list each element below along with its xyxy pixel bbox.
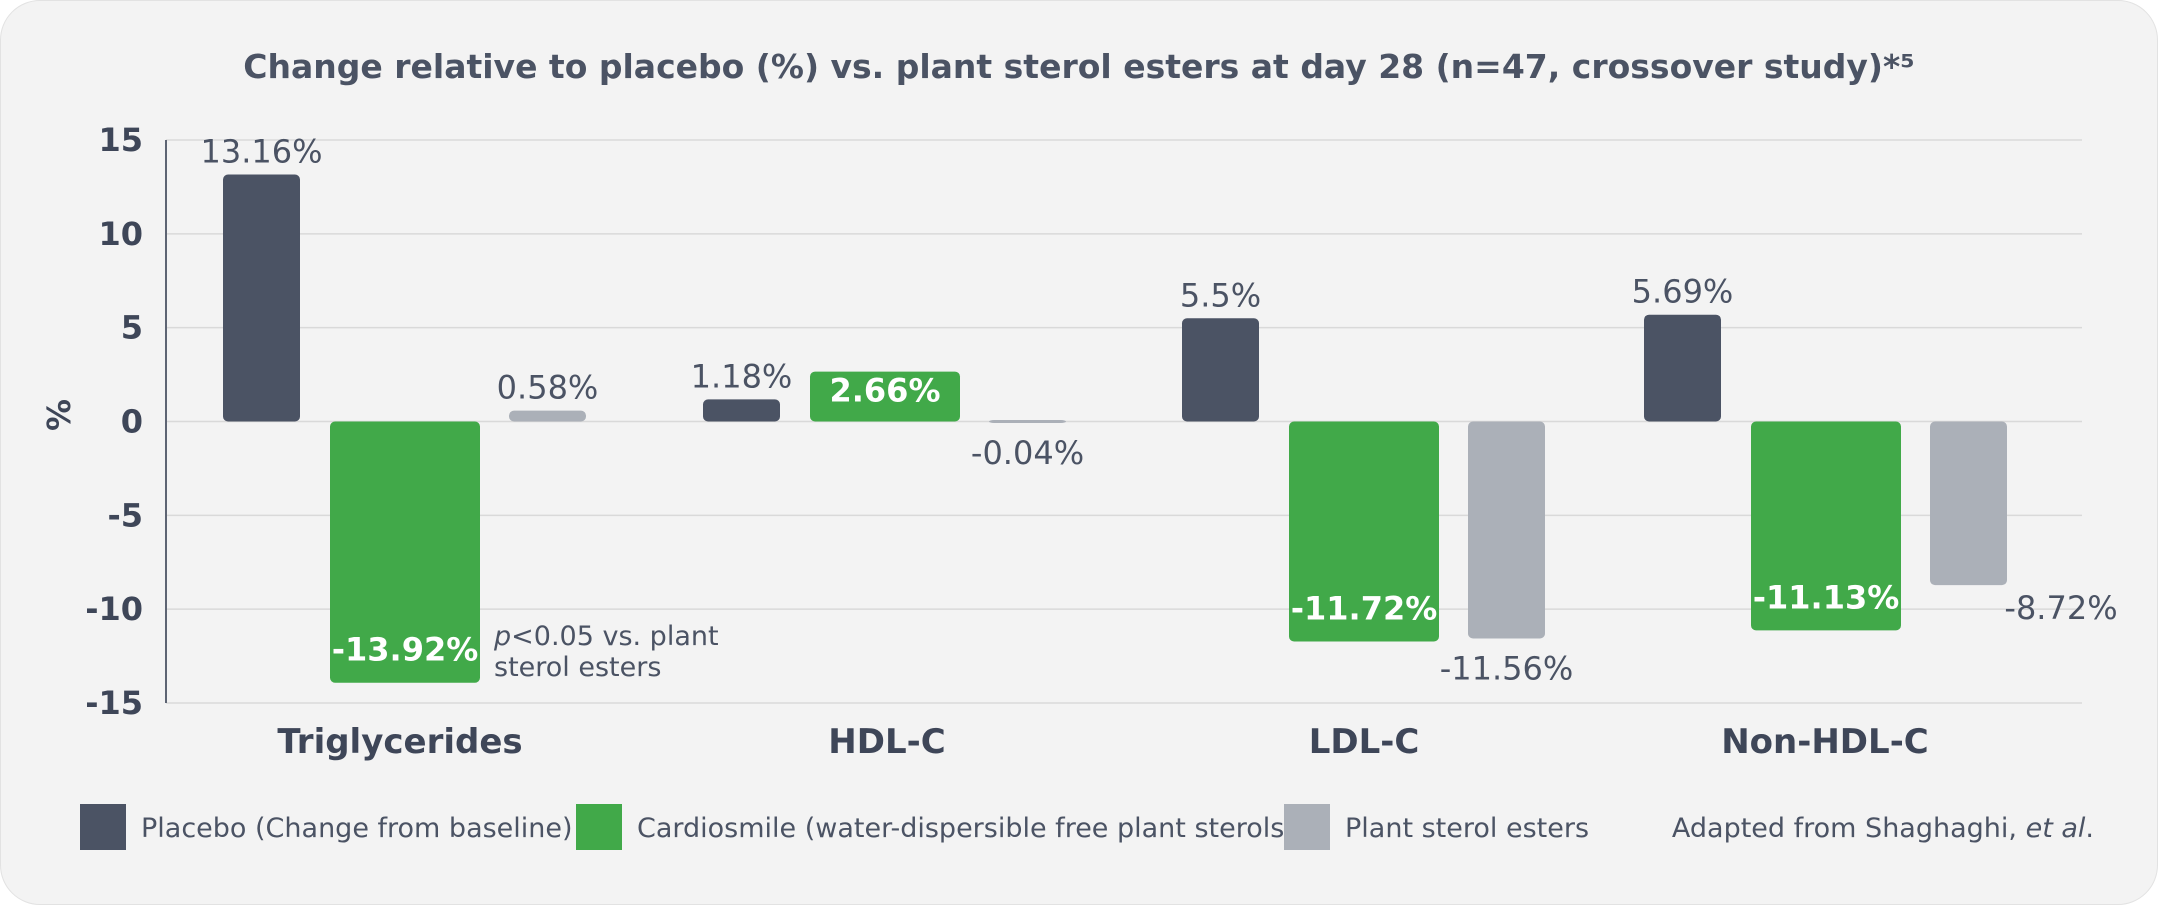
category-label-ldl-c: LDL-C xyxy=(1309,722,1420,762)
y-axis-label: % xyxy=(40,399,78,431)
data-label-hdl-c-1: 1.18% xyxy=(691,357,793,395)
data-label-non-hdl-c-2: -11.13% xyxy=(1753,578,1900,616)
data-label-non-hdl-c-1: 5.69% xyxy=(1632,273,1734,311)
legend-swatch-2 xyxy=(576,804,622,850)
data-label-triglycerides-2: -13.92% xyxy=(332,631,479,669)
legend-label-3: Plant sterol esters xyxy=(1345,813,1589,844)
legend-label-2: Cardiosmile (water-dispersible free plan… xyxy=(637,813,1295,844)
data-label-hdl-c-3: -0.04% xyxy=(971,434,1084,472)
value-labels: 13.16% -13.92% 0.58% 1.18% 2.66% -0.04% 5.5% -1… xyxy=(200,133,2117,688)
bars xyxy=(223,174,2007,683)
y-tick-label: 10 xyxy=(98,215,143,253)
legend-label-1: Placebo (Change from baseline) xyxy=(141,813,573,844)
data-label-hdl-c-2: 2.66% xyxy=(829,372,940,410)
bar-triglycerides-placebo-change-from- xyxy=(223,174,300,422)
bar-hdl-c-plant-sterol-esters xyxy=(989,420,1066,423)
data-label-ldl-c-1: 5.5% xyxy=(1180,276,1261,314)
chart-title: Change relative to placebo (%) vs. plant… xyxy=(243,47,1914,86)
source-citation: Adapted from Shaghaghi, et al. xyxy=(1672,813,2094,844)
y-tick-label: -10 xyxy=(85,590,143,628)
category-label-non-hdl-c: Non-HDL-C xyxy=(1721,722,1929,762)
legend-swatch-3 xyxy=(1284,804,1330,850)
data-label-ldl-c-3: -11.56% xyxy=(1440,649,1574,687)
data-label-triglycerides-3: 0.58% xyxy=(497,369,599,407)
legend: Placebo (Change from baseline) Cardiosmil… xyxy=(80,804,1589,850)
bar-triglycerides-cardiosmile-water-di xyxy=(330,421,480,683)
bar-hdl-c-placebo-change-from- xyxy=(703,399,780,422)
bar-ldl-c-placebo-change-from- xyxy=(1182,318,1259,422)
bar-non-hdl-c-placebo-change-from- xyxy=(1644,314,1721,422)
y-tick-label: -5 xyxy=(107,496,143,534)
y-tick-label: 0 xyxy=(121,403,143,441)
bar-ldl-c-plant-sterol-esters xyxy=(1468,421,1545,639)
category-label-hdl-c: HDL-C xyxy=(828,722,945,762)
y-axis-ticks: 15 10 5 0 -5 -10 -15 xyxy=(85,121,143,722)
y-tick-label: 15 xyxy=(98,121,143,159)
x-axis-categories: Triglycerides HDL-C LDL-C Non-HDL-C xyxy=(277,722,1928,762)
y-tick-label: 5 xyxy=(121,309,143,347)
data-label-ldl-c-2: -11.72% xyxy=(1291,589,1438,627)
y-tick-label: -15 xyxy=(85,684,143,722)
bar-non-hdl-c-cardiosmile-water-di xyxy=(1751,421,1901,631)
significance-note-line1: p<0.05 vs. plant xyxy=(493,621,719,652)
significance-note-line2: sterol esters xyxy=(494,652,661,683)
data-label-non-hdl-c-3: -8.72% xyxy=(2004,589,2117,627)
category-label-triglycerides: Triglycerides xyxy=(277,722,522,762)
legend-swatch-1 xyxy=(80,804,126,850)
bar-non-hdl-c-plant-sterol-esters xyxy=(1930,421,2007,586)
bar-ldl-c-cardiosmile-water-di xyxy=(1289,421,1439,642)
data-label-triglycerides-1: 13.16% xyxy=(200,133,322,171)
bar-triglycerides-plant-sterol-esters xyxy=(509,410,586,422)
bar-hdl-c-cardiosmile-water-di xyxy=(810,371,960,422)
